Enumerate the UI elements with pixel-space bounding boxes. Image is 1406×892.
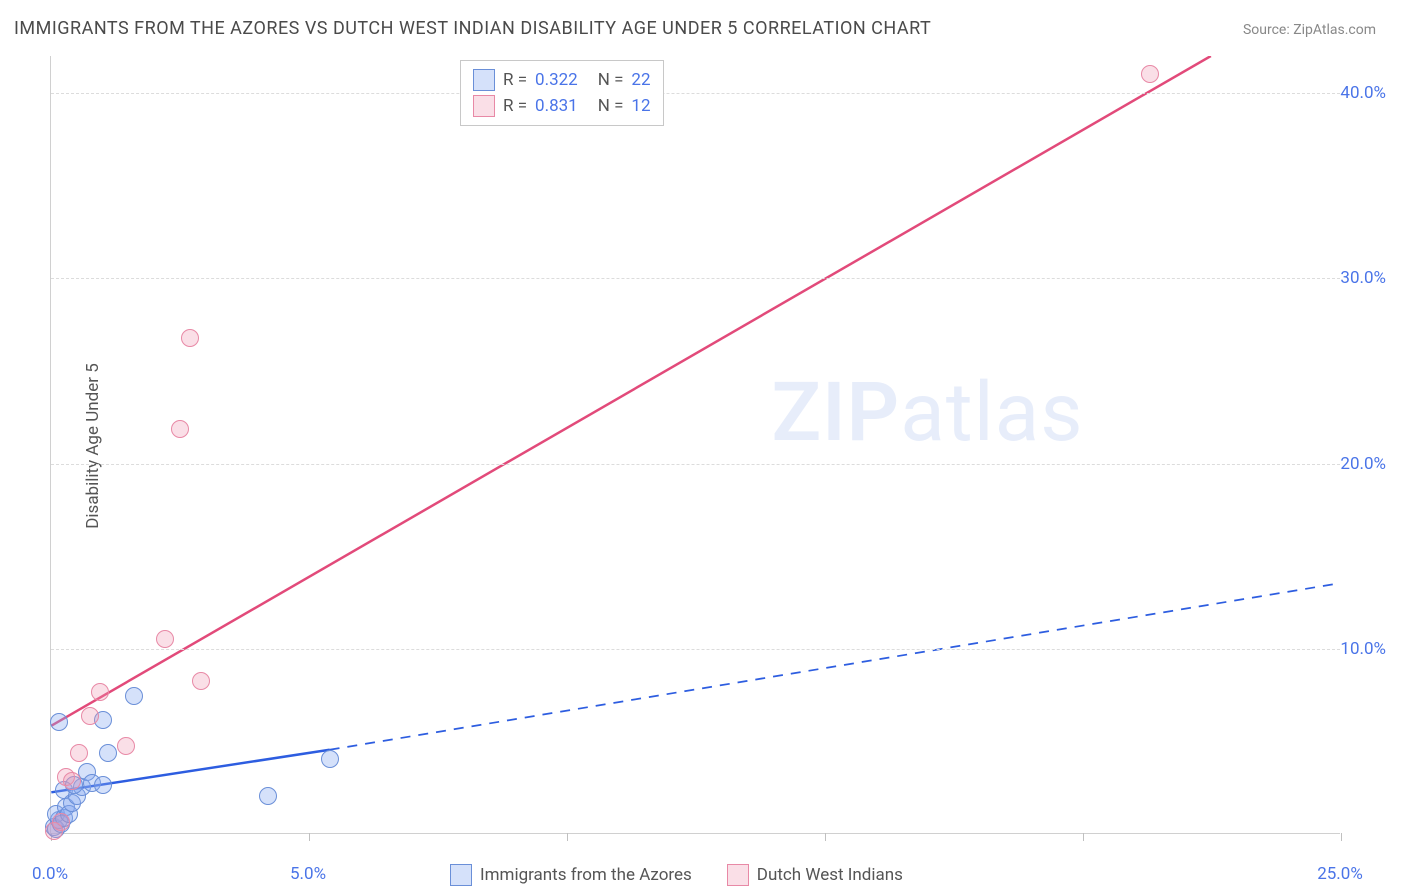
marker-dwi	[1141, 65, 1159, 83]
y-tick-label: 40.0%	[1340, 83, 1386, 103]
marker-dwi	[91, 683, 109, 701]
r-value-azores: 0.322	[535, 67, 578, 93]
marker-dwi	[156, 630, 174, 648]
y-tick-label: 20.0%	[1340, 454, 1386, 474]
marker-azores	[259, 787, 277, 805]
y-tick-label: 10.0%	[1340, 639, 1386, 659]
marker-azores	[50, 713, 68, 731]
x-tick	[1341, 833, 1342, 841]
x-tick-label: 0.0%	[32, 864, 68, 884]
watermark-atlas: atlas	[900, 365, 1083, 461]
r-value-dwi: 0.831	[535, 93, 578, 119]
marker-dwi	[52, 813, 70, 831]
trend-lines-layer	[51, 56, 1340, 833]
n-value-dwi: 12	[631, 93, 650, 119]
legend-correlation: R = 0.322 N = 22 R = 0.831 N = 12	[460, 60, 664, 126]
y-tick-label: 30.0%	[1340, 268, 1386, 288]
marker-dwi	[63, 772, 81, 790]
x-tick	[309, 833, 310, 841]
x-tick-label: 5.0%	[290, 864, 326, 884]
swatch-dwi	[473, 95, 495, 117]
legend-series-azores: Immigrants from the Azores	[450, 864, 692, 886]
source-attribution: Source: ZipAtlas.com	[1243, 22, 1376, 38]
grid-line-h	[51, 649, 1340, 650]
x-tick	[567, 833, 568, 841]
chart-title: IMMIGRANTS FROM THE AZORES VS DUTCH WEST…	[14, 18, 931, 39]
n-label: N =	[598, 67, 624, 93]
marker-dwi	[171, 420, 189, 438]
marker-dwi	[192, 672, 210, 690]
swatch-azores	[473, 69, 495, 91]
swatch-azores	[450, 864, 472, 886]
watermark-zip: ZIP	[771, 365, 900, 461]
n-label: N =	[598, 93, 624, 119]
swatch-dwi	[727, 864, 749, 886]
x-tick	[825, 833, 826, 841]
r-label: R =	[503, 67, 527, 93]
marker-dwi	[117, 737, 135, 755]
marker-azores	[99, 744, 117, 762]
series-label-azores: Immigrants from the Azores	[480, 865, 692, 885]
marker-azores	[321, 750, 339, 768]
legend-series-dwi: Dutch West Indians	[727, 864, 903, 886]
r-label: R =	[503, 93, 527, 119]
legend-corr-row-dwi: R = 0.831 N = 12	[473, 93, 651, 119]
x-tick-label: 25.0%	[1317, 864, 1363, 884]
series-label-dwi: Dutch West Indians	[757, 865, 903, 885]
x-tick	[1083, 833, 1084, 841]
marker-azores	[94, 776, 112, 794]
trend-line-dwi	[51, 56, 1211, 726]
marker-dwi	[81, 707, 99, 725]
watermark: ZIPatlas	[771, 365, 1083, 461]
plot-area: ZIPatlas	[50, 56, 1340, 834]
marker-dwi	[181, 329, 199, 347]
legend-series: Immigrants from the Azores Dutch West Ind…	[450, 864, 903, 886]
grid-line-h	[51, 464, 1340, 465]
grid-line-h	[51, 278, 1340, 279]
grid-line-h	[51, 93, 1340, 94]
marker-dwi	[70, 744, 88, 762]
trend-line-dash-azores	[330, 583, 1340, 750]
legend-corr-row-azores: R = 0.322 N = 22	[473, 67, 651, 93]
n-value-azores: 22	[631, 67, 650, 93]
marker-azores	[125, 687, 143, 705]
